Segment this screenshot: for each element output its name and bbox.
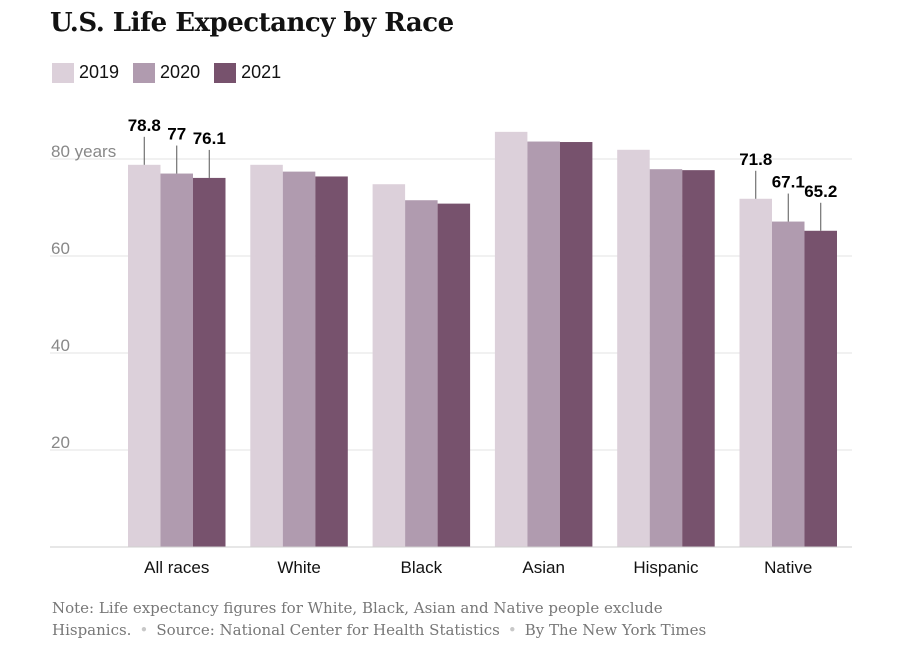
bar-asian-2021	[559, 142, 593, 547]
category-label: Native	[764, 558, 812, 577]
bar-hispanic-2019	[617, 149, 650, 547]
data-label: 71.8	[739, 150, 772, 169]
bar-white-2021	[315, 176, 348, 547]
bar-black-2021	[437, 203, 471, 547]
bar-black-2020	[405, 200, 438, 547]
source-credit: Source: National Center for Health Stati…	[156, 621, 500, 639]
legend-item-2021: 2021	[214, 62, 281, 83]
legend-label-2021: 2021	[241, 62, 282, 82]
bar-chart: 20 40 60 80 years All races White Black Asian Hi…	[50, 116, 852, 577]
y-tick-label: 20	[51, 433, 70, 452]
legend-label-2020: 2020	[160, 62, 201, 82]
category-label: All races	[144, 558, 209, 577]
chart-title: U.S. Life Expectancy by Race	[50, 8, 454, 38]
data-label: 76.1	[193, 129, 226, 148]
category-label: White	[277, 558, 320, 577]
bar-asian-2020	[527, 141, 560, 548]
bar-hispanic-2021	[682, 170, 715, 547]
bar-white-2020	[282, 171, 316, 548]
byline: By The New York Times	[524, 621, 707, 639]
legend-item-2020: 2020	[133, 62, 200, 83]
data-label: 78.8	[128, 116, 161, 135]
legend: 2019 2020 2021	[52, 62, 295, 83]
bar-all-races-2019	[128, 164, 161, 547]
bar-all-races-2021	[193, 177, 226, 548]
bar-white-2019	[250, 164, 283, 547]
y-tick-label: 80 years	[51, 142, 116, 161]
legend-swatch-2019	[52, 62, 74, 83]
legend-swatch-2021	[214, 62, 237, 83]
bar-all-races-2020	[160, 173, 193, 548]
legend-item-2019: 2019	[52, 62, 119, 83]
bar-native-2020	[772, 221, 805, 547]
data-label: 77	[167, 125, 186, 144]
category-label: Asian	[522, 558, 565, 577]
legend-label-2019: 2019	[79, 62, 120, 82]
bar-black-2019	[372, 184, 406, 547]
legend-swatch-2020	[133, 62, 156, 83]
chart-footer: Note: Life expectancy figures for White,…	[52, 597, 852, 641]
separator-dot: •	[507, 621, 517, 639]
data-label: 67.1	[772, 173, 805, 192]
bar-hispanic-2020	[649, 169, 683, 547]
y-tick-label: 60	[51, 239, 70, 258]
bar-native-2019	[739, 198, 772, 547]
bar-native-2021	[804, 230, 837, 547]
note-line-2: Hispanics. • Source: National Center for H…	[52, 619, 852, 641]
note-line-1: Note: Life expectancy figures for White,…	[52, 599, 663, 617]
category-label: Black	[401, 558, 443, 577]
data-label: 65.2	[804, 182, 837, 201]
separator-dot: •	[139, 621, 149, 639]
category-label: Hispanic	[633, 558, 699, 577]
bar-asian-2019	[494, 131, 528, 547]
y-tick-label: 40	[51, 336, 70, 355]
note-line-2-text: Hispanics.	[52, 621, 132, 639]
